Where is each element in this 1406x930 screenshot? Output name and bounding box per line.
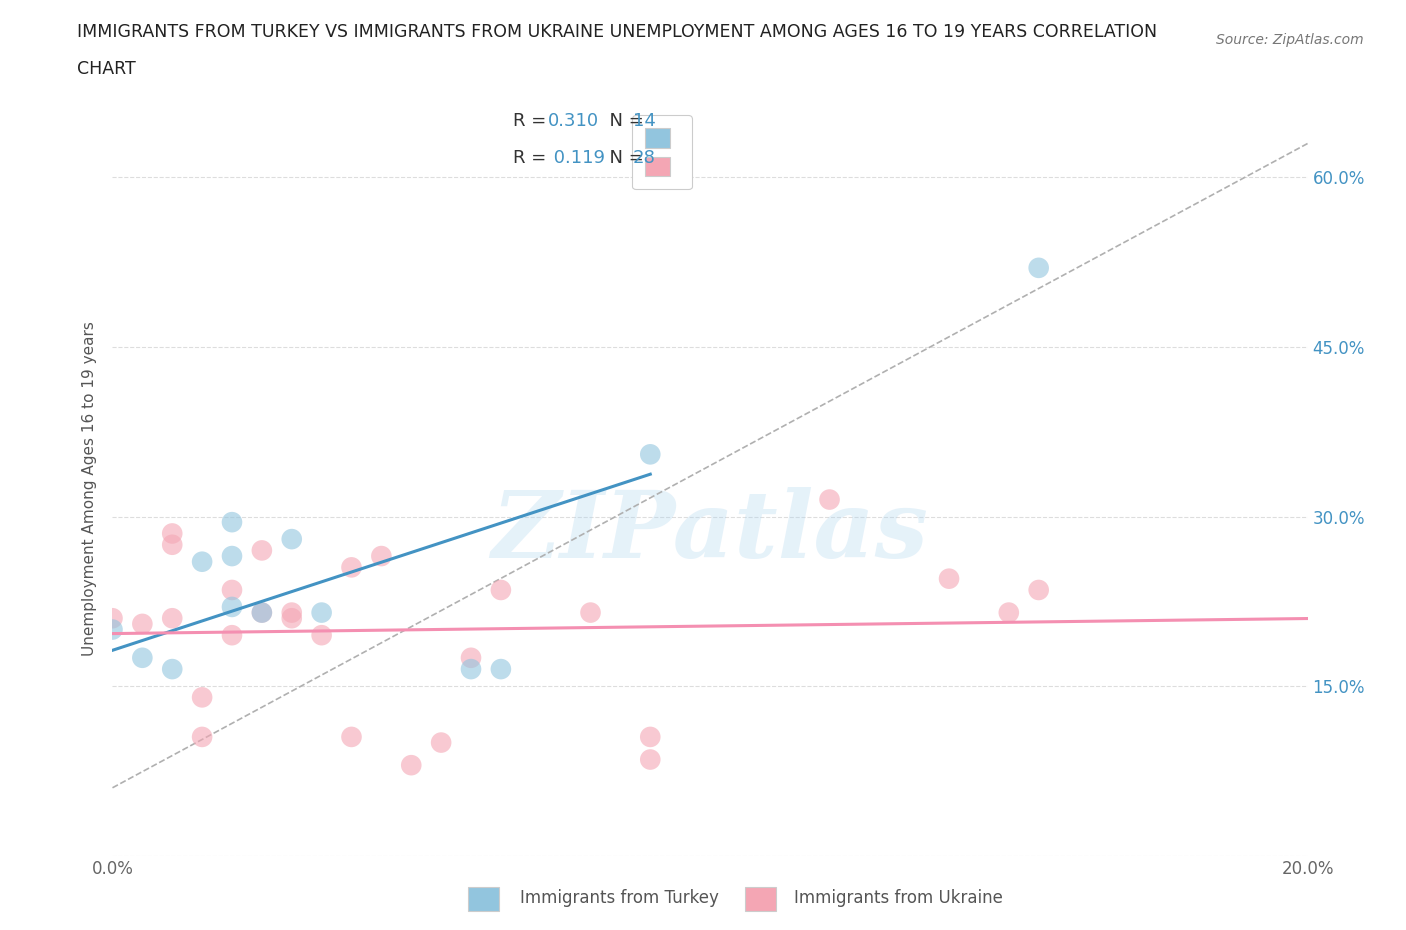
Text: N =: N = xyxy=(598,149,650,166)
Point xyxy=(101,622,124,637)
Point xyxy=(579,605,602,620)
Text: N =: N = xyxy=(598,112,650,129)
Point xyxy=(250,605,273,620)
Point xyxy=(340,560,363,575)
Point xyxy=(221,549,243,564)
Text: CHART: CHART xyxy=(77,60,136,78)
Point xyxy=(281,532,304,547)
Point xyxy=(281,605,304,620)
Point xyxy=(191,690,214,705)
Point xyxy=(131,617,153,631)
Point xyxy=(311,605,333,620)
Point xyxy=(340,729,363,744)
Point xyxy=(221,600,243,615)
Text: R =: R = xyxy=(513,112,553,129)
Point xyxy=(250,605,273,620)
Point xyxy=(250,543,273,558)
Point xyxy=(430,735,453,750)
Text: 28: 28 xyxy=(633,149,655,166)
Point xyxy=(489,661,512,676)
Point xyxy=(162,538,183,552)
Text: R =: R = xyxy=(513,149,553,166)
Text: ZIPatlas: ZIPatlas xyxy=(492,487,928,578)
Point xyxy=(191,729,214,744)
Point xyxy=(162,661,183,676)
Y-axis label: Unemployment Among Ages 16 to 19 years: Unemployment Among Ages 16 to 19 years xyxy=(82,321,97,656)
Point xyxy=(162,526,183,541)
Text: IMMIGRANTS FROM TURKEY VS IMMIGRANTS FROM UKRAINE UNEMPLOYMENT AMONG AGES 16 TO : IMMIGRANTS FROM TURKEY VS IMMIGRANTS FRO… xyxy=(77,23,1157,41)
Point xyxy=(1028,260,1050,275)
Point xyxy=(998,605,1021,620)
Point xyxy=(131,650,153,665)
Point xyxy=(1028,582,1050,597)
Text: 14: 14 xyxy=(633,112,655,129)
Point xyxy=(281,611,304,626)
Text: Immigrants from Ukraine: Immigrants from Ukraine xyxy=(794,889,1004,907)
Point xyxy=(162,611,183,626)
Point xyxy=(640,729,662,744)
Point xyxy=(640,752,662,767)
Point xyxy=(221,628,243,643)
Point xyxy=(101,611,124,626)
Point xyxy=(818,492,841,507)
Point xyxy=(311,628,333,643)
Point xyxy=(221,514,243,529)
Point xyxy=(191,554,214,569)
Point xyxy=(460,661,482,676)
Point xyxy=(640,447,662,462)
Point xyxy=(221,582,243,597)
Text: 0.119: 0.119 xyxy=(548,149,606,166)
Text: Immigrants from Turkey: Immigrants from Turkey xyxy=(520,889,718,907)
Text: Source: ZipAtlas.com: Source: ZipAtlas.com xyxy=(1216,33,1364,46)
Legend: , : , xyxy=(633,115,692,190)
Point xyxy=(938,571,960,586)
Point xyxy=(401,758,423,773)
Point xyxy=(370,549,392,564)
Point xyxy=(489,582,512,597)
Text: 0.310: 0.310 xyxy=(548,112,599,129)
Point xyxy=(460,650,482,665)
